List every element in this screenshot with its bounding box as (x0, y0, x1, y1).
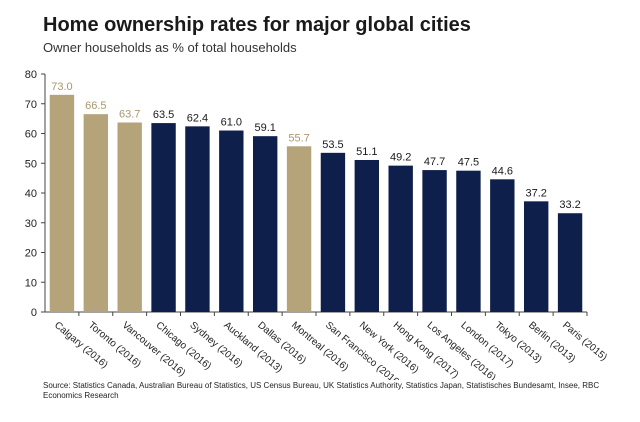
bar (388, 165, 413, 312)
data-label: 49.2 (390, 152, 411, 164)
chart-subtitle: Owner households as % of total household… (43, 40, 297, 55)
y-tick-label: 30 (25, 218, 37, 230)
x-tick-label: New York (2016) (357, 320, 421, 376)
data-label: 66.5 (85, 100, 106, 112)
data-label: 59.1 (254, 122, 275, 134)
data-label: 61.0 (221, 117, 242, 129)
y-tick-label: 10 (25, 277, 37, 289)
bar (354, 159, 380, 312)
bar (557, 213, 583, 312)
data-label: 73.0 (51, 81, 72, 93)
y-tick-label: 70 (25, 99, 37, 111)
bar (523, 201, 549, 312)
y-tick-label: 40 (25, 188, 37, 200)
y-tick-label: 0 (31, 307, 37, 319)
y-tick-label: 50 (25, 158, 37, 170)
data-label: 55.7 (288, 132, 309, 144)
bar (49, 94, 75, 312)
data-label: 51.1 (356, 146, 377, 158)
data-label: 44.6 (492, 165, 513, 177)
bar (456, 170, 481, 312)
bar (490, 179, 515, 312)
y-tick-label: 60 (25, 129, 37, 141)
bar (252, 136, 278, 312)
source-note: Source: Statistics Canada, Australian Bu… (43, 381, 600, 400)
chart-title: Home ownership rates for major global ci… (43, 14, 471, 36)
bar (117, 122, 142, 313)
y-tick-label: 20 (25, 248, 37, 260)
data-label: 63.5 (153, 109, 174, 121)
x-tick-label: Auckland (2013) (221, 320, 284, 375)
bar (151, 123, 176, 313)
bar (185, 126, 210, 312)
data-label: 53.5 (322, 139, 343, 151)
data-label: 63.7 (119, 108, 140, 120)
bar (83, 114, 109, 312)
data-label: 62.4 (187, 112, 208, 124)
data-label: 47.7 (424, 156, 445, 168)
y-tick-label: 80 (25, 69, 37, 81)
bar (422, 170, 447, 312)
data-label: 37.2 (525, 187, 546, 199)
data-label: 47.5 (458, 157, 479, 169)
bar (286, 146, 312, 312)
x-tick-label: Vancouver (2016) (120, 320, 187, 379)
data-label: 33.2 (559, 199, 580, 211)
bar (219, 130, 244, 312)
bar (320, 152, 346, 312)
